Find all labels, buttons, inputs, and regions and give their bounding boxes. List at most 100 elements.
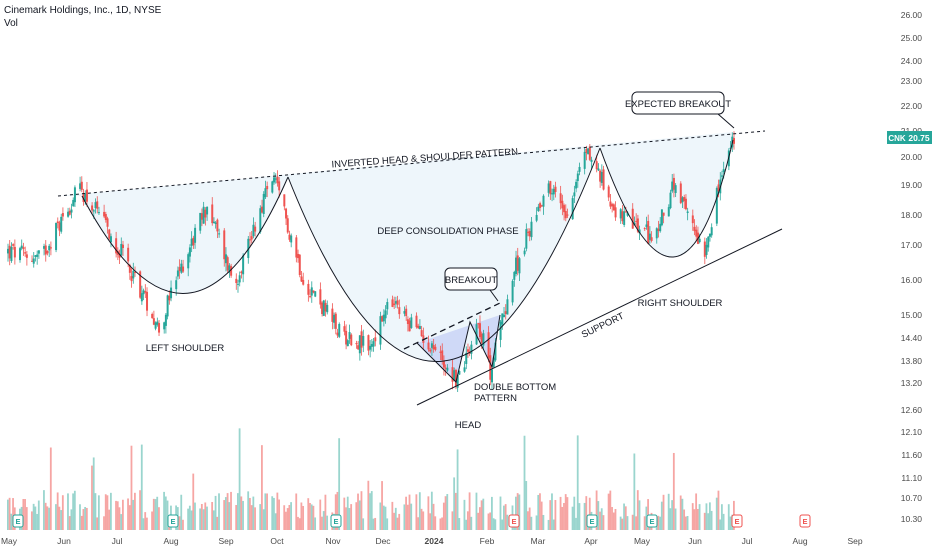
candle-body (683, 197, 686, 202)
candle-body (235, 278, 238, 284)
event-marker: E (646, 514, 658, 528)
volume-bar (67, 493, 69, 530)
candle-body (163, 322, 166, 330)
time-tick-label: Feb (480, 536, 495, 546)
candle-body (94, 202, 97, 209)
candle-body (691, 215, 694, 224)
volume-bar (106, 495, 109, 530)
volume-bar (381, 481, 383, 530)
candle-body (20, 245, 23, 249)
volume-bar (494, 519, 497, 530)
volume-bar (298, 518, 301, 530)
candle-body (73, 187, 76, 203)
volume-bar (599, 511, 601, 530)
volume-bar (492, 518, 495, 530)
price-tick-label: 10.30 (901, 514, 923, 524)
volume-bar (478, 507, 481, 530)
volume-bar (420, 508, 423, 530)
right-shoulder-curve (599, 139, 734, 258)
event-marker: E (731, 514, 743, 528)
candle-body (176, 270, 179, 277)
time-axis[interactable]: May Jun Jul Aug Sep Oct Nov Dec 2024 Feb Mar Apr May… (1, 536, 863, 546)
volume-bar (79, 504, 81, 530)
candle-body (648, 233, 651, 240)
candle-body (152, 318, 155, 325)
candle-body (513, 271, 516, 280)
pattern-area (60, 132, 733, 362)
candle-body (188, 247, 191, 257)
candle-body (250, 236, 253, 240)
volume-bar (180, 494, 183, 530)
candle-body (298, 254, 301, 275)
volume-bar (312, 505, 315, 530)
candle-body (491, 369, 493, 383)
volume-bar (539, 493, 541, 530)
volume-bar (430, 491, 433, 530)
candle-body (259, 208, 262, 233)
volume-bar (343, 497, 346, 530)
volume-bar (163, 491, 165, 530)
candle-body (705, 244, 708, 255)
candle-body (92, 210, 95, 212)
event-marker-box (586, 514, 598, 528)
volume-bar (370, 491, 373, 530)
candle-body (321, 302, 324, 315)
candle-body (686, 211, 689, 213)
candle-body (151, 313, 154, 319)
candle-body (442, 360, 445, 368)
candle-body (334, 313, 337, 329)
candle-body (660, 209, 663, 226)
candle-body (121, 244, 124, 249)
volume-bar (657, 515, 660, 530)
volume-bar (516, 493, 519, 530)
price-axis[interactable]: 26.0025.0024.0023.0022.0021.0020.0019.00… (901, 10, 923, 524)
candle-body (350, 334, 353, 346)
volume-bar (523, 435, 526, 530)
volume-bar (73, 490, 76, 530)
candle-body (178, 267, 181, 271)
volume-bar (480, 500, 483, 530)
volume-bar (192, 473, 195, 530)
volume-bar (285, 511, 287, 530)
candle-body (708, 233, 711, 237)
volume-bar (588, 497, 591, 530)
candle-body (300, 276, 303, 282)
volume-bar (144, 512, 147, 530)
candle-body (453, 370, 456, 381)
candle-body (240, 271, 243, 274)
candle-body (657, 228, 660, 232)
volume-bar (691, 503, 694, 530)
volume-bar (127, 498, 129, 530)
candle-body (168, 295, 171, 301)
candle-body (621, 211, 624, 222)
candle-body (278, 181, 281, 191)
volume-bar (12, 498, 14, 530)
volume-bar (307, 498, 310, 530)
candle-body (22, 247, 25, 249)
candle-body (381, 316, 384, 322)
volume-bar (142, 518, 145, 530)
volume-bar (693, 509, 696, 530)
candle-body (563, 205, 566, 213)
candle-body (698, 238, 701, 243)
time-tick-label: May (634, 536, 651, 546)
candle-body (408, 320, 411, 332)
candle-body (420, 330, 423, 337)
candle-body (139, 271, 142, 298)
candle-body (24, 252, 27, 254)
candle-body (348, 332, 351, 339)
candle-body (326, 304, 329, 313)
candle-body (573, 192, 576, 197)
volume-bar (609, 490, 612, 530)
candle-body (25, 254, 28, 258)
volume-bar (154, 499, 157, 530)
volume-bar (454, 492, 457, 530)
candle-body (158, 323, 161, 333)
volume-bar (547, 519, 550, 530)
neckline (57, 130, 766, 197)
volume-bar (314, 517, 317, 530)
price-tick-label: 26.00 (901, 10, 923, 20)
volume-bar (503, 505, 505, 530)
volume-bar (121, 499, 124, 530)
